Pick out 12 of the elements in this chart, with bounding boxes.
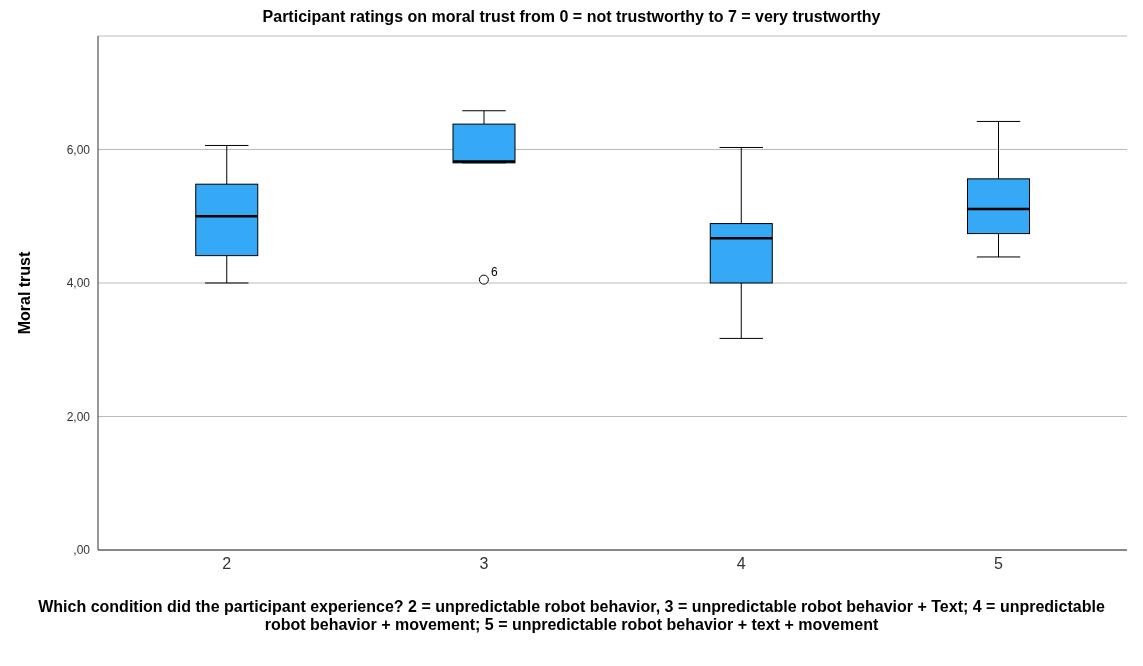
x-tick-label: 5 [993,555,1003,573]
y-tick-label: 2,00 [66,409,91,424]
y-tick-label: 4,00 [66,276,91,291]
chart-title: Participant ratings on moral trust from 0 = not trustworthy to 7 = very trustworthy [261,8,882,27]
y-axis-title: Moral trust [15,250,33,335]
annotation: 6 [490,264,498,279]
y-tick-label: ,00 [73,543,91,558]
y-tick-label: 6,00 [66,142,91,157]
x-tick-label: 4 [736,555,746,573]
x-axis-title: Which condition did the participant experience? 2 = unpredictable robot behavior, 3 = unpredictable robot behavior + Text; 4 = unpredictable robot behavior + movement; 5 = unpredictable robot behavior + text + movement [37,597,1106,634]
x-tick-label: 2 [222,555,232,573]
x-tick-label: 3 [479,555,489,573]
